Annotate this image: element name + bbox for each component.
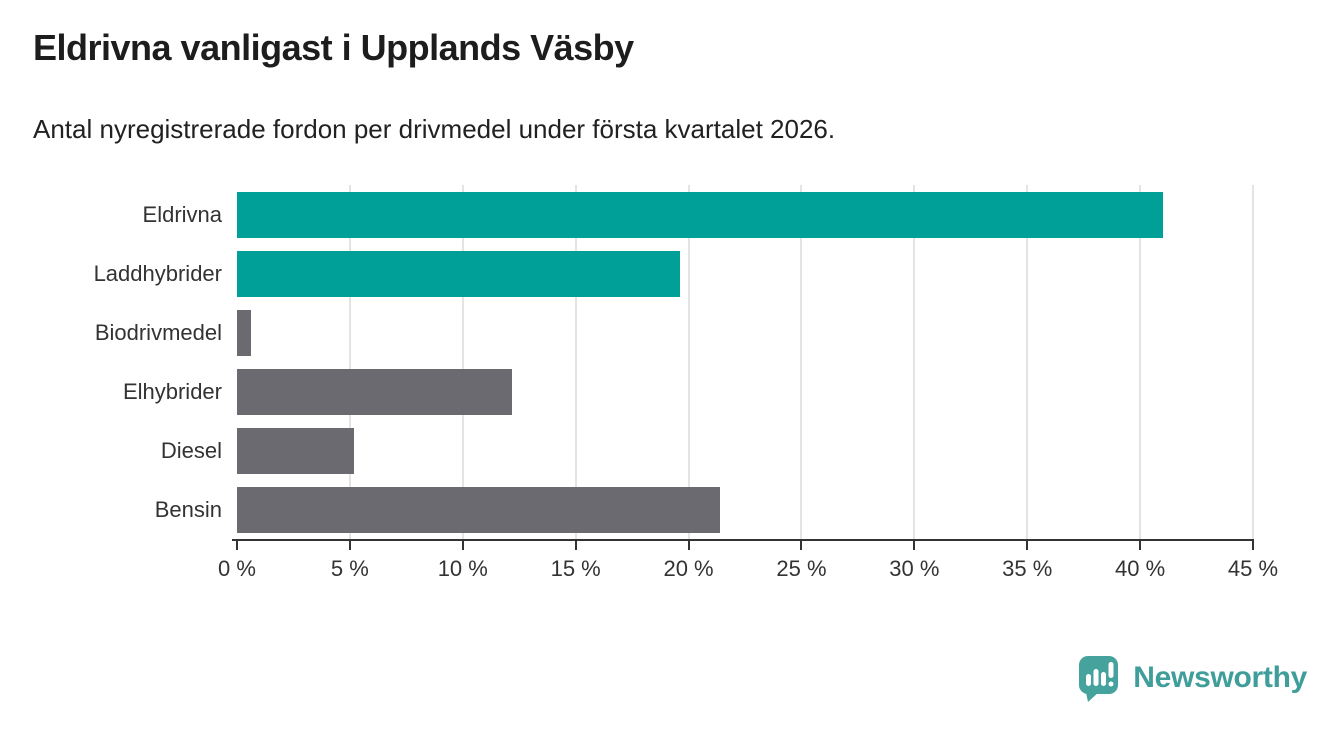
tick-mark <box>348 541 351 550</box>
category-axis: Eldrivna Laddhybrider Biodrivmedel Elhybrid… <box>0 185 222 540</box>
x-axis: 0 % 5 % 10 % 15 % 20 % 25 % 30 % 35 % 40 % 45 % <box>218 539 1278 594</box>
tick-mark <box>1252 541 1254 550</box>
gridline <box>1026 185 1029 540</box>
gridline <box>348 185 351 540</box>
tick-label: 30 % <box>889 556 940 581</box>
tick-label: 5 % <box>330 556 369 581</box>
bar <box>237 428 355 475</box>
category-label: Bensin <box>154 497 222 523</box>
category-label: Elhybrider <box>122 379 222 405</box>
gridline <box>800 185 803 540</box>
tick-label: 35 % <box>1002 556 1053 581</box>
page-subtitle: Antal nyregistrerade fordon per drivmede… <box>33 114 836 144</box>
tick-mark <box>1139 541 1142 550</box>
tick-mark <box>574 541 577 550</box>
bar-row <box>237 422 1253 481</box>
bar <box>237 369 513 416</box>
gridline <box>461 185 464 540</box>
gridline <box>1252 185 1254 540</box>
bar <box>237 191 1163 238</box>
tick-label: 40 % <box>1115 556 1166 581</box>
brand-name: Newsworthy <box>1133 661 1307 694</box>
tick-mark <box>236 541 238 550</box>
bar-row <box>237 363 1253 422</box>
gridline <box>913 185 916 540</box>
gridline <box>1139 185 1142 540</box>
brand-logo: Newsworthy <box>1077 654 1307 702</box>
tick-label: 25 % <box>776 556 827 581</box>
page-title: Eldrivna vanligast i Upplands Väsby <box>33 27 634 68</box>
gridline <box>574 185 577 540</box>
tick-mark <box>913 541 916 550</box>
tick-label: 10 % <box>437 556 488 581</box>
category-label: Biodrivmedel <box>94 319 222 345</box>
bar-row <box>237 185 1253 244</box>
tick-mark <box>687 541 690 550</box>
bar <box>237 309 251 356</box>
tick-mark <box>1026 541 1029 550</box>
bar-row <box>237 481 1253 540</box>
tick-label: 45 % <box>1227 556 1279 581</box>
bar <box>237 487 721 534</box>
newsworthy-logo-icon <box>1079 656 1119 702</box>
tick-label: 20 % <box>663 556 714 581</box>
tick-mark <box>800 541 803 550</box>
bar-row <box>237 244 1253 303</box>
tick-label: 0 % <box>218 556 256 581</box>
category-label: Diesel <box>160 438 222 464</box>
tick-label: 15 % <box>550 556 601 581</box>
gridline <box>687 185 690 540</box>
category-label: Eldrivna <box>142 201 222 227</box>
bar <box>237 250 680 297</box>
category-label: Laddhybrider <box>93 260 222 286</box>
bar-rows <box>237 185 1253 540</box>
tick-mark <box>461 541 464 550</box>
plot-area <box>237 185 1254 540</box>
axis-line <box>232 539 1254 541</box>
bar-row <box>237 303 1253 362</box>
